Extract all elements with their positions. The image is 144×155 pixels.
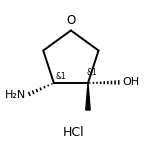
Text: &1: &1 (87, 68, 97, 77)
Text: &1: &1 (56, 72, 67, 81)
Text: H₂N: H₂N (5, 90, 26, 100)
Text: OH: OH (122, 77, 139, 87)
Text: HCl: HCl (63, 126, 85, 139)
Polygon shape (86, 83, 90, 110)
Text: O: O (66, 14, 76, 27)
